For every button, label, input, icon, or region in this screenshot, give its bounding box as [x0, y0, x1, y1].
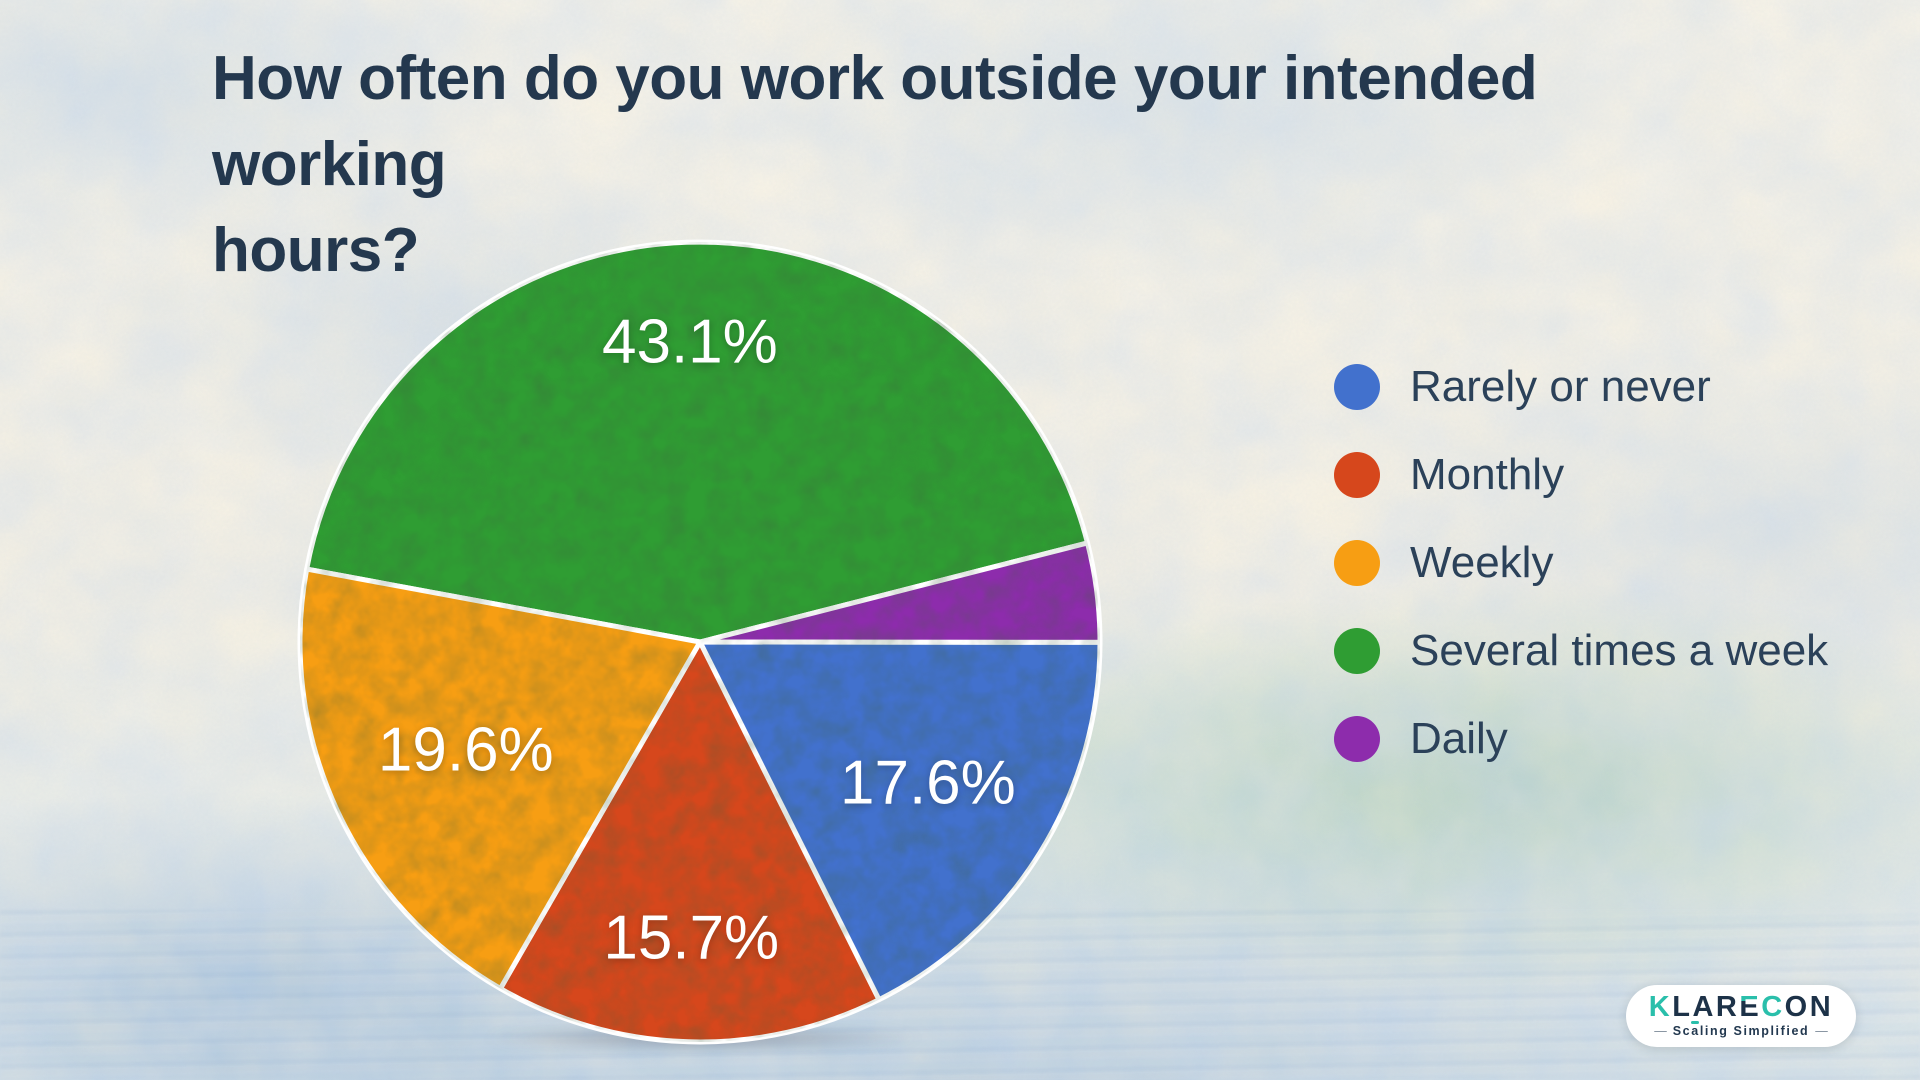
logo-tagline: — Scaling Simplified — — [1654, 1023, 1827, 1039]
legend-item-several-times-a-week: Several times a week — [1334, 626, 1829, 675]
logo-letter-c: C — [1761, 990, 1785, 1023]
page-title: How often do you work outside your inten… — [212, 36, 1772, 294]
slice-label-monthly: 15.7% — [603, 903, 779, 972]
legend-swatch-red — [1334, 452, 1380, 498]
legend-swatch-green — [1334, 628, 1380, 674]
page-title-line-2: hours? — [212, 216, 420, 285]
tagline-dash-right: — — [1815, 1023, 1828, 1038]
legend-swatch-blue — [1334, 364, 1380, 410]
logo-letter-a: A — [1692, 990, 1716, 1023]
tagline-accent-letter: a — [1691, 1023, 1700, 1038]
legend-item-monthly: Monthly — [1334, 450, 1828, 499]
slice-label-weekly: 19.6% — [378, 716, 554, 785]
pie-chart: 43.1% 17.6% 15.7% 19.6% — [297, 239, 1103, 1045]
tagline-dash-left: — — [1654, 1023, 1667, 1038]
pie-chart-container: 43.1% 17.6% 15.7% 19.6% — [286, 228, 1114, 1056]
legend-label: Weekly — [1410, 538, 1554, 587]
logo-tagline-text: Scaling Simplified — [1672, 1023, 1810, 1038]
legend-label: Several times a week — [1410, 626, 1829, 675]
slice-label-rarely-or-never: 17.6% — [840, 749, 1016, 818]
logo-letter-k: K — [1648, 990, 1673, 1023]
legend-item-rarely-or-never: Rarely or never — [1334, 362, 1828, 411]
legend-swatch-orange — [1334, 540, 1380, 586]
legend-label: Rarely or never — [1410, 362, 1711, 411]
slice-label-several-times-a-week: 43.1% — [602, 308, 778, 377]
logo-letter-l: L — [1672, 990, 1693, 1023]
legend-label: Monthly — [1410, 450, 1565, 499]
legend-swatch-purple — [1334, 716, 1380, 762]
legend-label: Daily — [1410, 714, 1508, 763]
logo-letter-n: N — [1809, 990, 1834, 1023]
logo-letter-o: O — [1784, 990, 1810, 1023]
legend: Rarely or never Monthly Weekly Several t… — [1334, 362, 1829, 763]
legend-item-weekly: Weekly — [1334, 538, 1828, 587]
logo-letter-e: E — [1739, 990, 1762, 1023]
logo-letter-r: R — [1715, 990, 1740, 1023]
legend-item-daily: Daily — [1334, 714, 1828, 763]
page-title-line-1: How often do you work outside your inten… — [212, 44, 1538, 199]
